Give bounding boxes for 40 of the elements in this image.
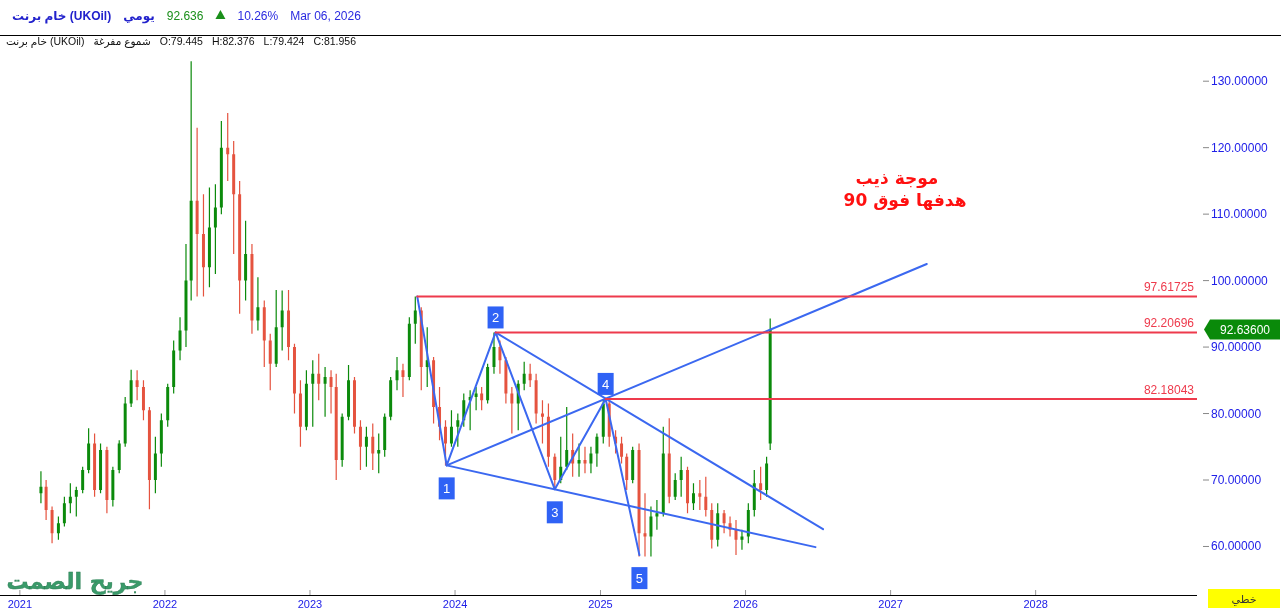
y-tick-label: 130.00000 (1211, 74, 1269, 89)
text: Mar 06, 2026 (290, 9, 362, 23)
annotation: 3 (551, 504, 559, 520)
y-tick-label: 110.00000 (1211, 207, 1268, 222)
scale-button: خطي (1208, 589, 1280, 608)
x-tick-label: 2027 (878, 598, 903, 610)
y-tick-label: 70.00000 (1211, 473, 1262, 488)
annotation: موجة ذيب (855, 168, 939, 189)
annotation: H:82.376 (211, 35, 255, 47)
x-tick-label: 2024 (442, 598, 468, 610)
text: 92.636 (166, 9, 204, 23)
x-tick-label: 2022 (152, 598, 178, 610)
annotation: هدفها فوق 90 (843, 190, 967, 211)
data-label: 92.20696 (1143, 316, 1195, 331)
data-label: 82.18043 (1143, 383, 1195, 398)
data-label: 97.61725 (1143, 280, 1195, 295)
y-tick-label: 100.00000 (1211, 273, 1269, 288)
x-tick-label: 2025 (588, 598, 613, 610)
text: يومي (123, 9, 155, 24)
y-tick-label: 90.00000 (1211, 340, 1262, 355)
annotation: 5 (635, 570, 644, 586)
x-tick-label: 2028 (1023, 598, 1048, 610)
annotation: 1 (443, 480, 451, 496)
x-tick-label: 2021 (7, 598, 33, 610)
annotation: C:81.956 (313, 35, 357, 47)
x-tick-label: 2026 (733, 598, 758, 610)
annotation: 4 (602, 376, 610, 392)
annotation: شموع مفرغة (93, 35, 151, 48)
chart-title: خام برنت (UKOil) (12, 9, 112, 24)
annotation: خام برنت (UKOil) (6, 35, 85, 48)
y-tick-label: 60.00000 (1211, 539, 1262, 554)
annotation: 2 (491, 309, 500, 325)
label-box: 5 (631, 567, 648, 590)
annotation: L:79.424 (263, 35, 305, 47)
y-tick-label: 80.00000 (1211, 406, 1262, 421)
annotation: O:79.445 (159, 35, 204, 47)
annotation: جريح الصمت (6, 569, 144, 595)
x-tick-label: 2023 (297, 598, 323, 610)
text: 10.26% (237, 9, 279, 23)
y-tick-label: 120.00000 (1211, 140, 1269, 155)
